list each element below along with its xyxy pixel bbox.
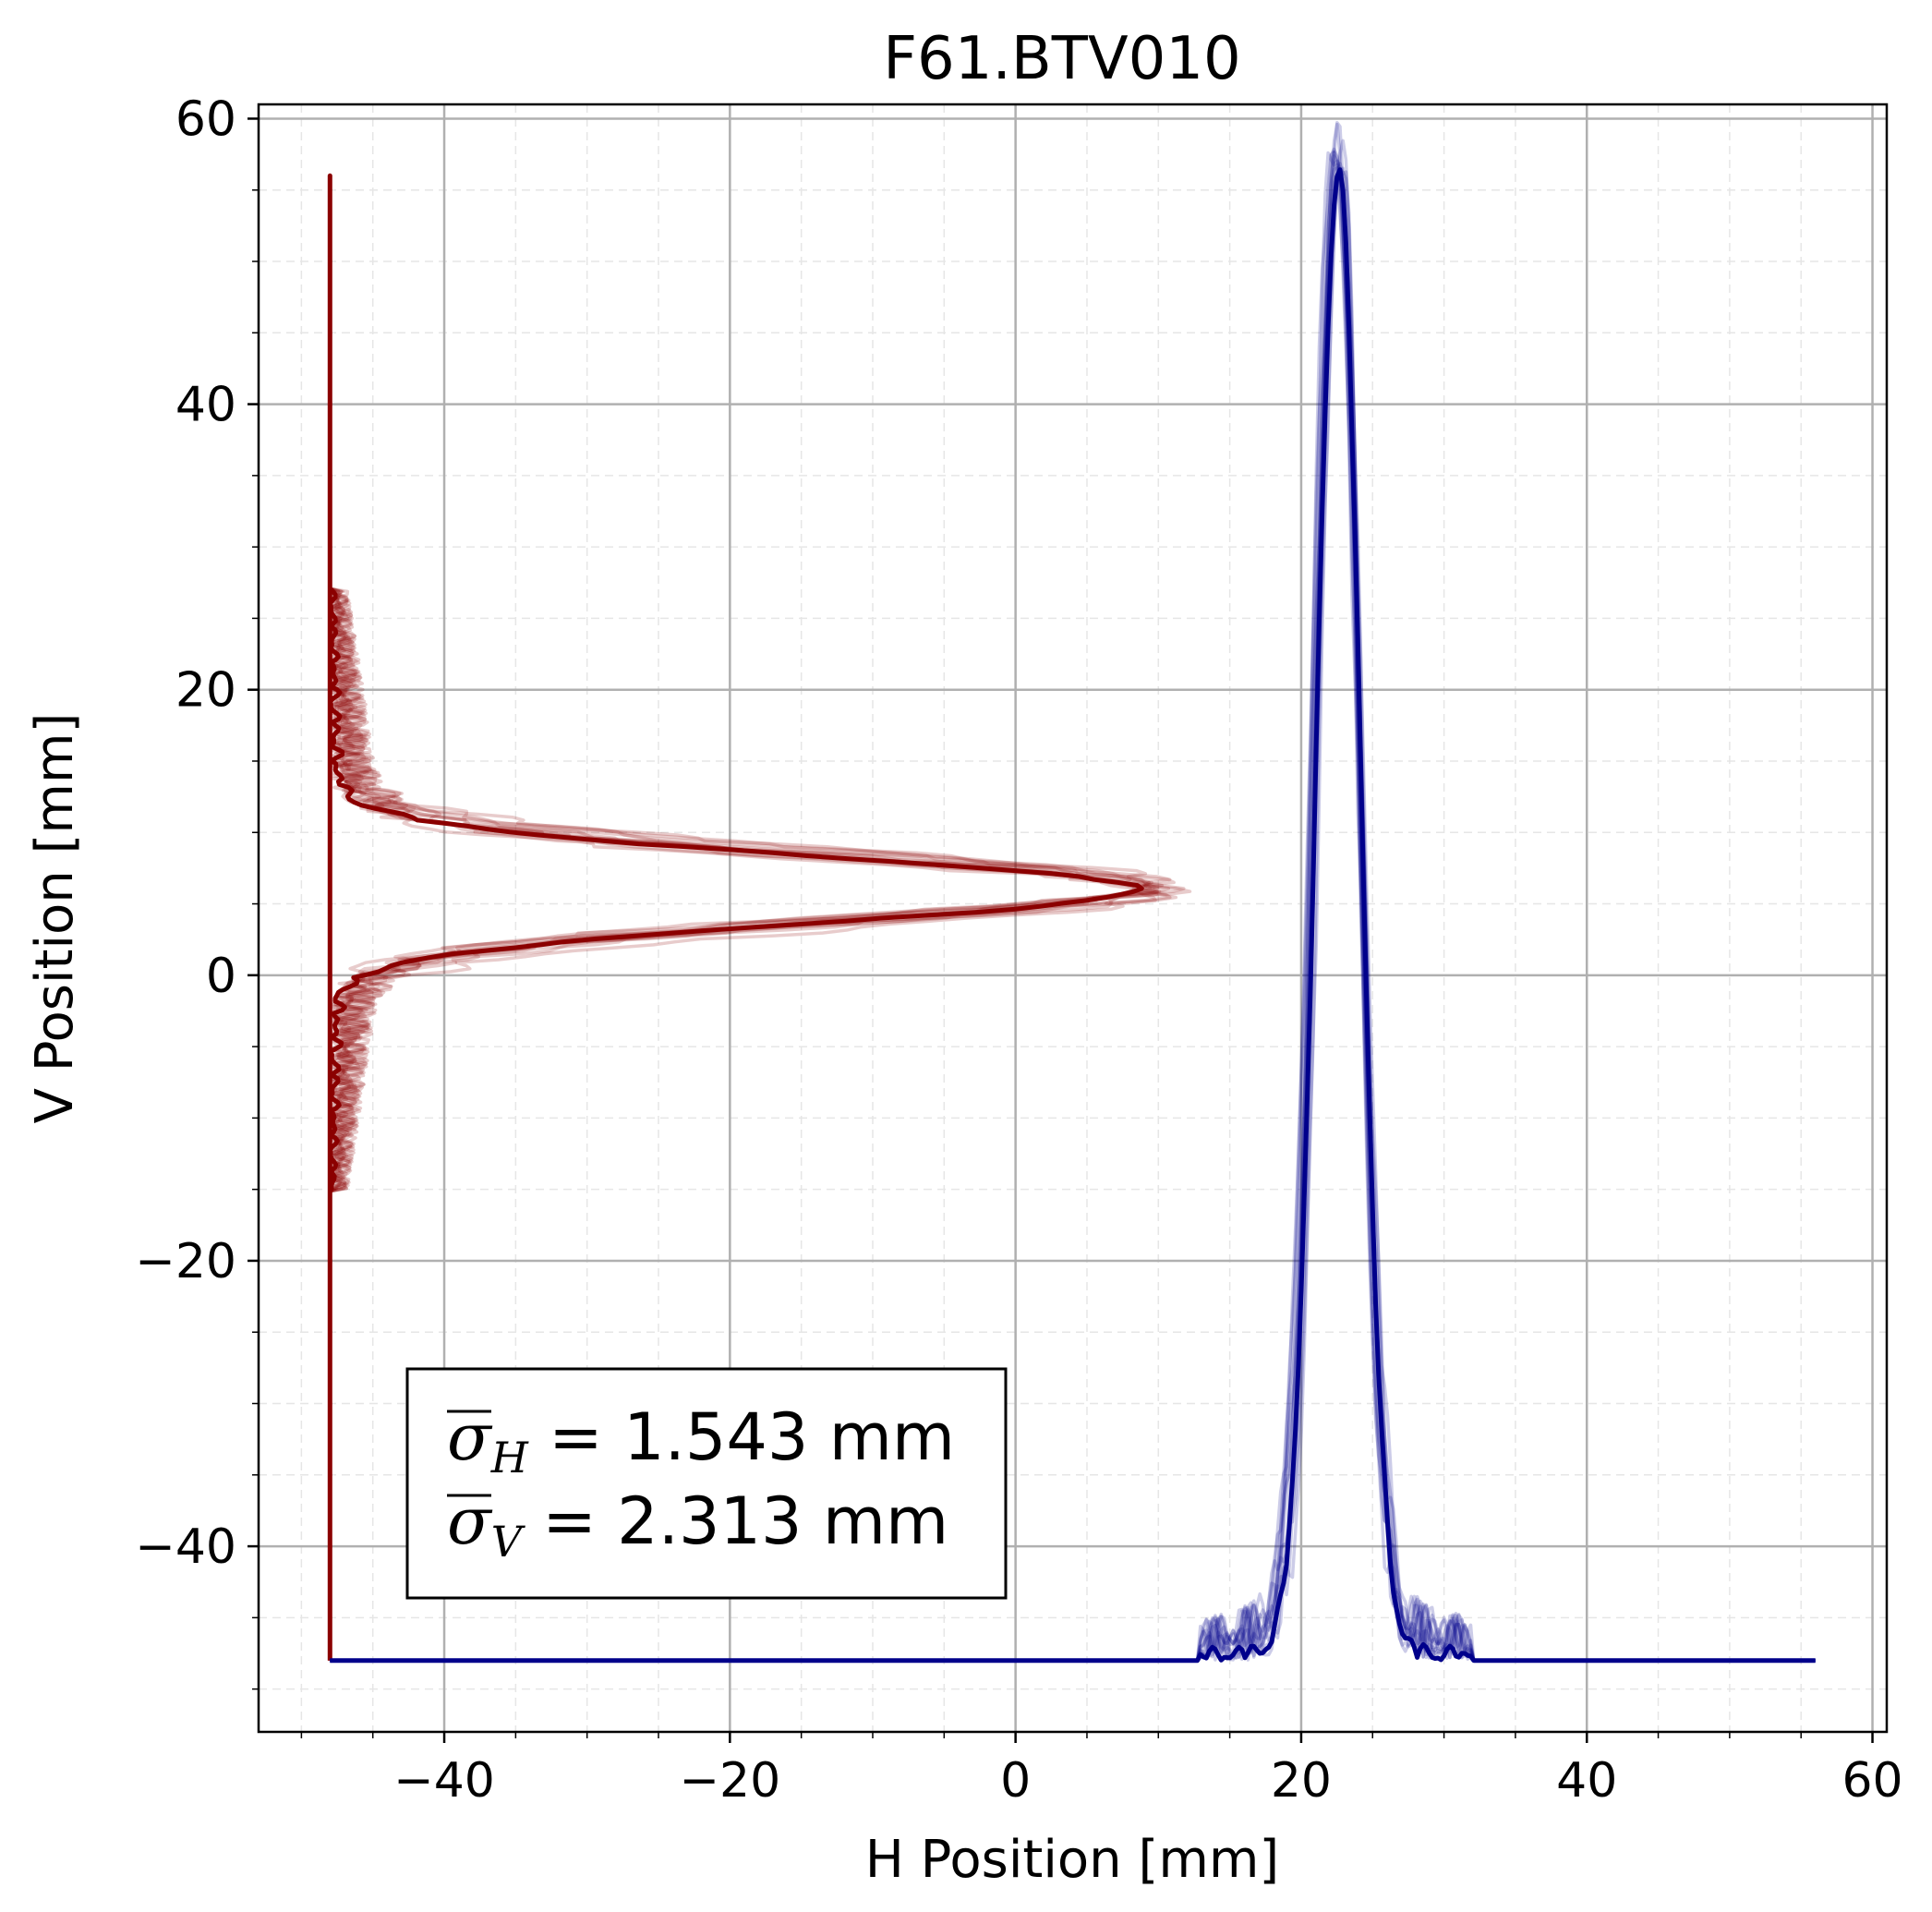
sigma-h-line: σH = 1.543 mm [447,1399,955,1482]
x-tick-label: 40 [1556,1753,1617,1809]
x-axis-label: H Position [mm] [865,1830,1280,1890]
y-tick-label: 20 [175,663,236,719]
x-tick-label: 20 [1271,1753,1332,1809]
chart-title: F61.BTV010 [883,25,1241,93]
y-tick-label: 60 [175,91,236,147]
series-layer [327,120,1816,1664]
ticks-layer: −40 −20 0 20 40 60 −40 −20 0 20 40 60 [135,91,1902,1809]
sigma-v-subscript: V [491,1517,526,1567]
sigma-annotation-box: σH = 1.543 mm σV = 2.313 mm [405,1367,1008,1600]
minor-grid [259,104,1887,1732]
x-tick-label: −40 [393,1753,495,1809]
series-line-1 [330,167,1816,1664]
sigma-h-subscript: H [490,1433,529,1482]
y-tick-label: −20 [135,1234,236,1289]
annotation-frame [405,1367,1008,1600]
series-line-0 [327,173,1144,1661]
plot-frame [257,103,1889,1734]
x-tick-label: −20 [679,1753,780,1809]
y-tick-label: −40 [135,1519,236,1575]
sigma-h-symbol: σ [447,1399,493,1475]
sigma-v-line: σV = 2.313 mm [447,1483,948,1567]
sigma-h-value: = 1.543 mm [528,1399,955,1475]
x-tick-label: 0 [1000,1753,1031,1809]
y-tick-label: 40 [175,378,236,433]
y-axis-label: V Position [mm] [25,713,85,1124]
sigma-v-value: = 2.313 mm [522,1483,948,1559]
y-tick-label: 0 [206,949,236,1004]
x-tick-label: 60 [1841,1753,1902,1809]
sigma-v-symbol: σ [447,1483,493,1559]
